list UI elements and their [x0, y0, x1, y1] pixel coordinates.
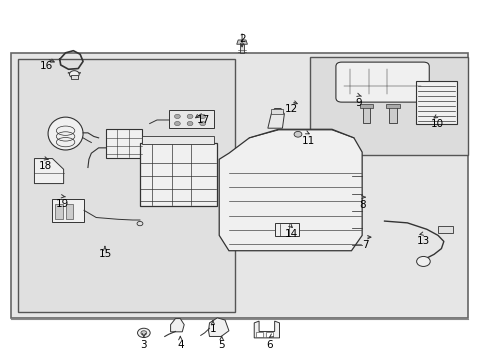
- Text: 16: 16: [40, 62, 53, 71]
- Text: 4: 4: [177, 340, 183, 350]
- Text: 18: 18: [39, 161, 52, 171]
- Circle shape: [187, 121, 193, 126]
- Bar: [309, 57, 467, 155]
- Polygon shape: [267, 109, 284, 128]
- Bar: [239, 44, 244, 53]
- Text: 14: 14: [284, 229, 297, 239]
- Circle shape: [293, 131, 301, 137]
- Polygon shape: [208, 318, 228, 337]
- Circle shape: [174, 114, 180, 118]
- Polygon shape: [170, 319, 184, 332]
- Text: 11: 11: [302, 136, 315, 147]
- Text: 2: 2: [238, 34, 245, 44]
- Text: 19: 19: [56, 199, 69, 209]
- Bar: [386, 104, 399, 108]
- Bar: [106, 129, 142, 158]
- Bar: [71, 75, 78, 79]
- Circle shape: [187, 114, 193, 118]
- Circle shape: [141, 331, 146, 335]
- Bar: [362, 107, 370, 123]
- Text: 1: 1: [209, 324, 216, 334]
- Bar: [359, 104, 372, 108]
- Text: 6: 6: [266, 340, 272, 350]
- Circle shape: [137, 328, 150, 338]
- Bar: [142, 136, 214, 144]
- Text: 7: 7: [361, 240, 367, 250]
- Bar: [275, 223, 299, 237]
- Text: 8: 8: [358, 200, 365, 210]
- Bar: [270, 109, 283, 114]
- Circle shape: [416, 256, 429, 266]
- Bar: [65, 204, 73, 219]
- Text: 3: 3: [140, 340, 147, 350]
- Text: 15: 15: [98, 249, 111, 259]
- Text: 10: 10: [430, 118, 443, 129]
- FancyBboxPatch shape: [335, 62, 428, 102]
- Bar: [169, 110, 213, 128]
- Text: 13: 13: [416, 237, 429, 247]
- Text: 5: 5: [218, 340, 224, 350]
- Polygon shape: [34, 158, 63, 184]
- Text: 9: 9: [355, 98, 361, 108]
- Circle shape: [200, 114, 205, 118]
- Bar: [19, 59, 234, 312]
- Circle shape: [200, 121, 205, 126]
- Bar: [11, 53, 467, 318]
- Text: 12: 12: [284, 104, 297, 114]
- Text: 17: 17: [197, 115, 210, 125]
- Circle shape: [69, 71, 79, 78]
- Bar: [256, 332, 263, 337]
- Bar: [388, 107, 396, 123]
- Bar: [415, 81, 456, 123]
- Bar: [140, 143, 216, 206]
- Circle shape: [174, 121, 180, 126]
- Bar: [52, 199, 84, 222]
- Bar: [437, 226, 452, 233]
- Ellipse shape: [48, 117, 83, 150]
- Polygon shape: [236, 40, 247, 44]
- Polygon shape: [219, 129, 362, 251]
- Bar: [55, 204, 62, 219]
- Bar: [265, 332, 272, 337]
- Polygon shape: [254, 321, 279, 338]
